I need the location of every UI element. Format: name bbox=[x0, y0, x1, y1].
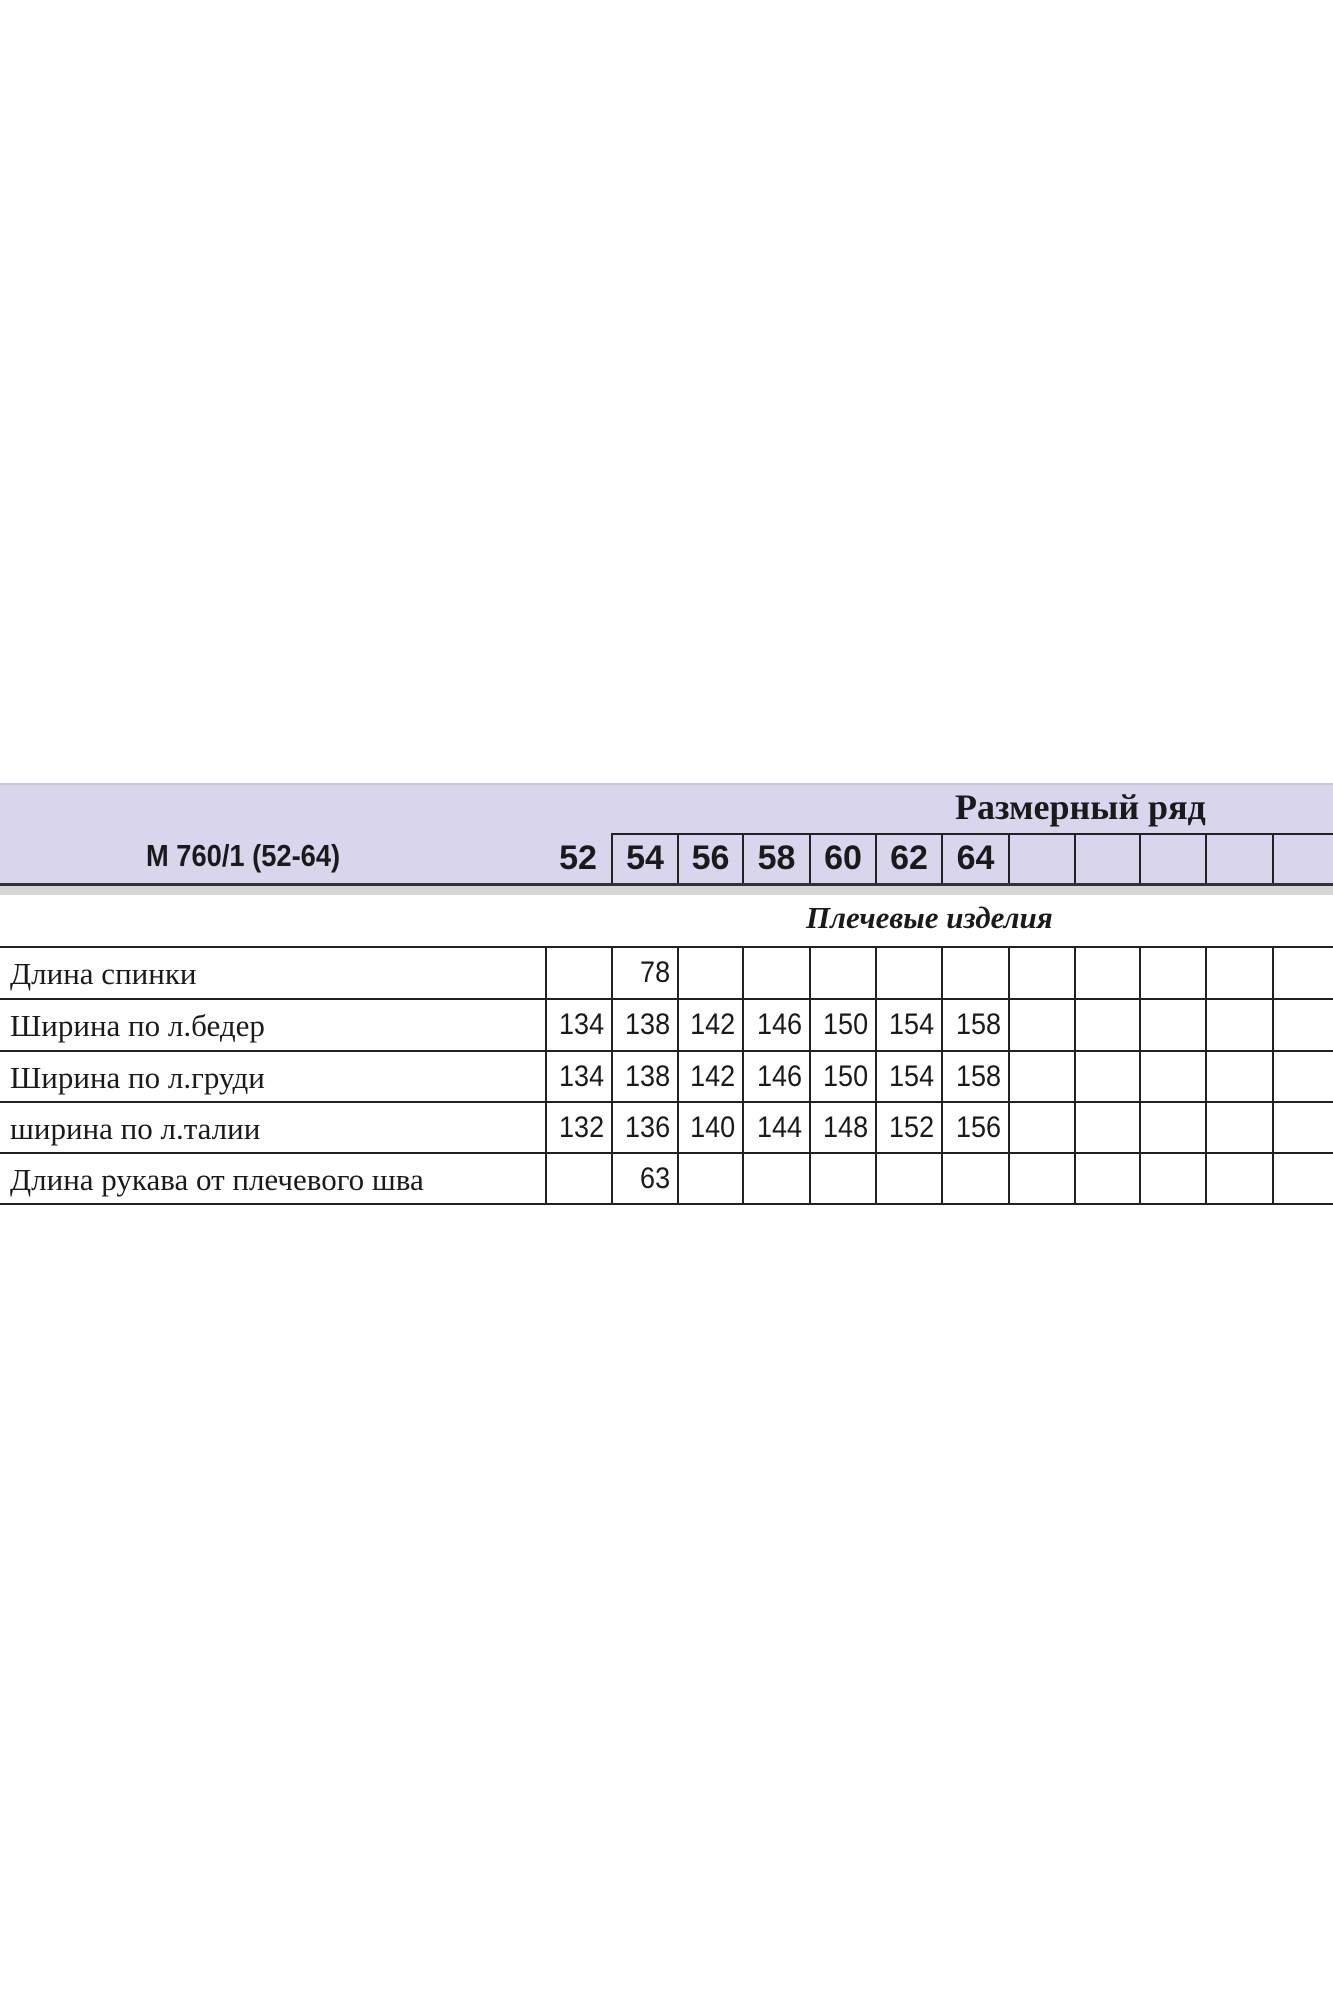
table-cell: 142 bbox=[690, 1060, 736, 1093]
table-cell: 150 bbox=[823, 1060, 869, 1093]
table-cell: 144 bbox=[756, 1111, 803, 1144]
column-line bbox=[1205, 946, 1207, 1205]
size-range-title: Размерный ряд bbox=[955, 787, 1206, 827]
row-line bbox=[0, 1152, 1333, 1154]
table-cell bbox=[745, 1162, 805, 1202]
size-header-cell bbox=[1272, 833, 1333, 883]
table-cell bbox=[745, 956, 805, 996]
table-cell bbox=[812, 956, 871, 996]
column-line bbox=[1139, 946, 1141, 1205]
row-label: Ширина по л.бедер bbox=[10, 1008, 265, 1043]
size-header-cell: 64 bbox=[941, 833, 1008, 883]
column-line bbox=[875, 946, 877, 1205]
column-line bbox=[1272, 946, 1274, 1205]
table-cell bbox=[680, 1162, 739, 1202]
size-header-cell: 56 bbox=[677, 833, 742, 883]
table-cell: 78 bbox=[640, 956, 671, 989]
table-cell bbox=[944, 956, 1004, 996]
table-cell: 158 bbox=[955, 1008, 1002, 1041]
column-line bbox=[742, 946, 744, 1205]
table-cell: 138 bbox=[625, 1060, 671, 1093]
size-header-cell bbox=[1139, 833, 1205, 883]
table-cell: 134 bbox=[559, 1060, 605, 1093]
table-cell: 148 bbox=[823, 1111, 869, 1144]
table-cell: 154 bbox=[889, 1008, 935, 1041]
column-line bbox=[1074, 946, 1076, 1205]
size-header-cell: 62 bbox=[875, 833, 941, 883]
column-line bbox=[545, 946, 547, 1205]
size-header-cell bbox=[1205, 833, 1272, 883]
table-cell: 142 bbox=[690, 1008, 736, 1041]
gray-divider bbox=[0, 886, 1333, 895]
table-cell: 136 bbox=[625, 1111, 671, 1144]
table-cell: 134 bbox=[559, 1008, 605, 1041]
table-cell: 156 bbox=[955, 1111, 1002, 1144]
row-label: Ширина по л.груди bbox=[10, 1060, 265, 1095]
header-top-line bbox=[611, 833, 1333, 835]
table-cell: 158 bbox=[955, 1060, 1002, 1093]
column-line bbox=[809, 946, 811, 1205]
model-name: М 760/1 (52-64) bbox=[146, 838, 341, 873]
table-cell bbox=[878, 956, 937, 996]
column-line bbox=[677, 946, 679, 1205]
row-line bbox=[0, 1203, 1333, 1205]
table-cell: 138 bbox=[625, 1008, 671, 1041]
table-cell bbox=[548, 1162, 607, 1202]
column-line bbox=[611, 946, 613, 1205]
header-band bbox=[0, 783, 1333, 887]
table-cell bbox=[680, 956, 739, 996]
row-label: Длина спинки bbox=[10, 956, 197, 991]
table-cell: 132 bbox=[559, 1111, 605, 1144]
table-cell: 63 bbox=[640, 1162, 671, 1195]
table-cell: 146 bbox=[756, 1008, 803, 1041]
table-cell bbox=[944, 1162, 1004, 1202]
table-cell: 152 bbox=[889, 1111, 935, 1144]
row-label: Длина рукава от плечевого шва bbox=[10, 1162, 424, 1197]
table-cell bbox=[878, 1162, 937, 1202]
column-line bbox=[1008, 946, 1010, 1205]
column-line bbox=[941, 946, 943, 1205]
size-header-cell: 60 bbox=[809, 833, 875, 883]
header-separator bbox=[0, 883, 1333, 886]
table-cell: 154 bbox=[889, 1060, 935, 1093]
size-header-cell: 52 bbox=[559, 839, 597, 877]
row-line bbox=[0, 1050, 1333, 1052]
section-title: Плечевые изделия bbox=[806, 900, 1053, 935]
size-header-cell: 58 bbox=[742, 833, 809, 883]
table-cell: 146 bbox=[756, 1060, 803, 1093]
row-line bbox=[0, 998, 1333, 1000]
size-header-cell bbox=[1074, 833, 1139, 883]
table-cell: 150 bbox=[823, 1008, 869, 1041]
table-cell bbox=[812, 1162, 871, 1202]
row-line bbox=[0, 1101, 1333, 1103]
size-header-cell: 54 bbox=[611, 833, 677, 883]
row-line bbox=[0, 946, 1333, 948]
table-cell bbox=[548, 956, 607, 996]
size-header-cell bbox=[1008, 833, 1074, 883]
table-cell: 140 bbox=[690, 1111, 736, 1144]
row-label: ширина по л.талии bbox=[10, 1111, 261, 1146]
